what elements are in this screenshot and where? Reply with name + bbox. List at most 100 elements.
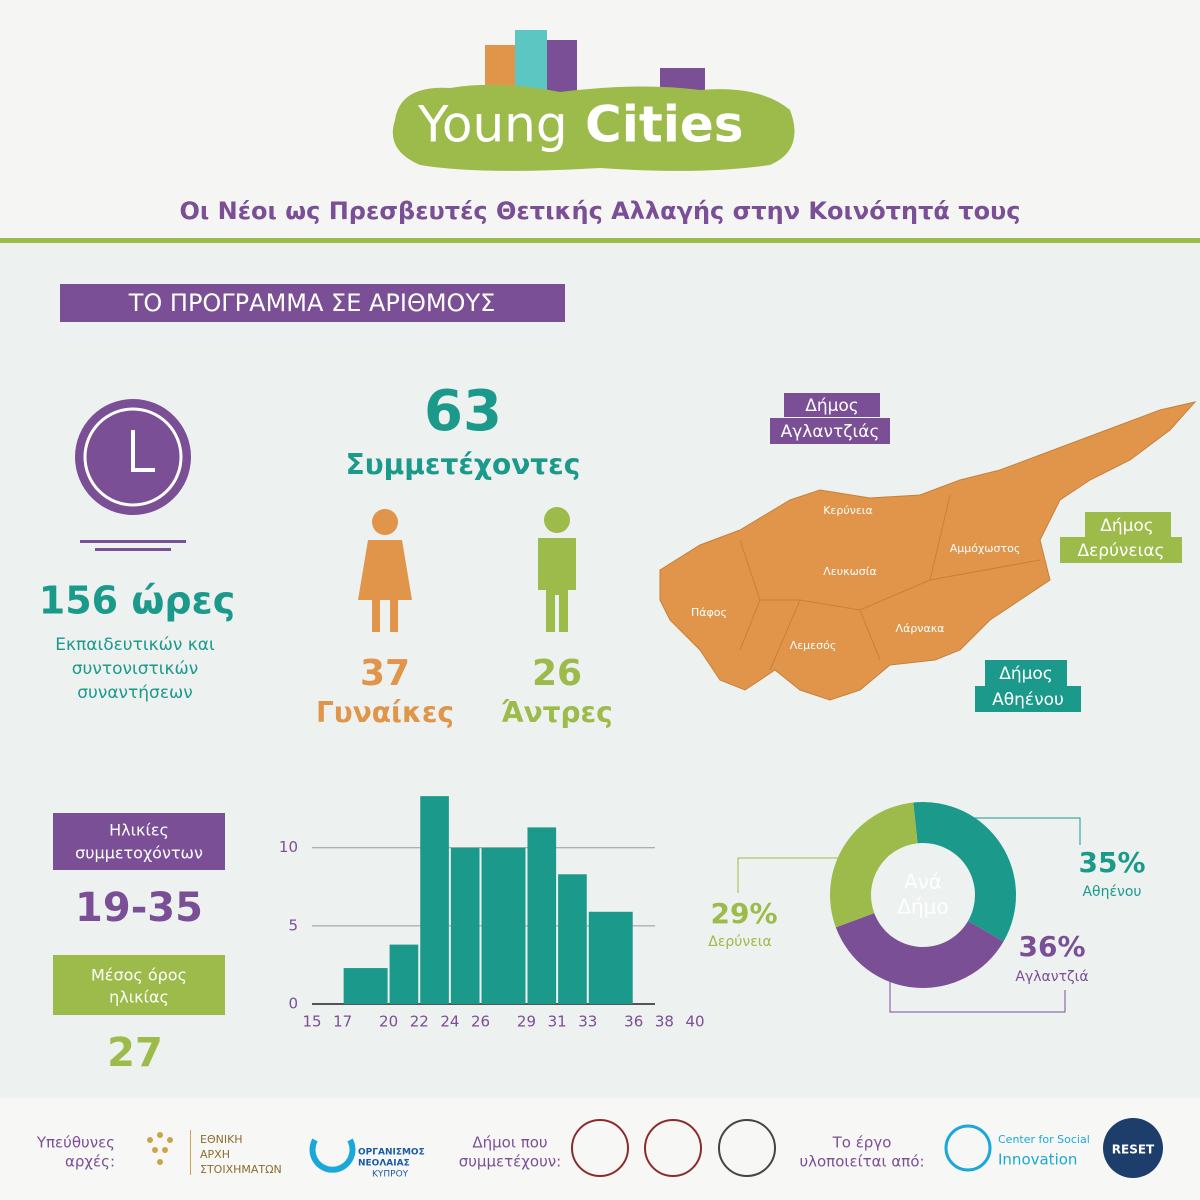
footer-org: ΝΕΟΛΑΙΑΣ <box>358 1159 410 1169</box>
district-borders <box>739 494 1041 671</box>
hours-desc: συντονιστικών <box>72 659 199 679</box>
municipality-tag: Δερύνειας <box>1077 541 1164 561</box>
footer-bg <box>0 1098 1200 1200</box>
category-label: Δερύνεια <box>708 934 772 950</box>
footer-org: Innovation <box>998 1151 1077 1169</box>
x-tick-label: 24 <box>440 1013 459 1031</box>
y-tick-label: 5 <box>288 916 298 934</box>
district-label: Πάφος <box>691 606 727 619</box>
women-label: Γυναίκες <box>316 696 454 729</box>
footer-label: Δήμοι που <box>472 1134 547 1152</box>
x-tick-label: 20 <box>379 1013 398 1031</box>
municipality-tag: Αθηένου <box>992 690 1064 710</box>
mean-age-bg <box>53 955 225 1015</box>
footer-label: συμμετέχουν: <box>459 1153 561 1171</box>
woman-icon <box>358 509 412 632</box>
cyprus-map <box>659 401 1197 701</box>
x-tick-label: 40 <box>685 1013 704 1031</box>
donut-slice <box>835 913 1004 988</box>
x-tick-label: 26 <box>471 1013 490 1031</box>
mean-age-label: ηλικίας <box>109 988 169 1007</box>
bar <box>481 847 526 1004</box>
tag-bg <box>1085 512 1171 538</box>
municipality-tag: Δήμος <box>805 396 859 416</box>
mean-age: 27 <box>107 1030 163 1076</box>
footer-org: RESET <box>1112 1143 1155 1157</box>
logo-young: Young <box>417 96 568 154</box>
district-label: Αμμόχωστος <box>950 542 1021 555</box>
footer-org: ΣΤΟΙΧΗΜΑΤΩΝ <box>200 1163 282 1176</box>
tag-bg <box>975 686 1081 712</box>
municipality-tag: Δήμος <box>1100 516 1154 536</box>
x-tick-label: 17 <box>333 1013 352 1031</box>
district-label: Λεμεσός <box>790 639 837 652</box>
participants-label: Συμμετέχοντες <box>346 448 581 481</box>
donut-slice <box>913 802 1016 942</box>
hours-desc: Εκπαιδευτικών και <box>55 635 215 655</box>
section-title: ΤΟ ΠΡΟΓΡΑΜΜΑ ΣΕ ΑΡΙΘΜΟΥΣ <box>128 289 496 317</box>
district-label: Κερύνεια <box>823 504 873 517</box>
category-label: Αθηένου <box>1082 884 1141 900</box>
y-tick-label: 10 <box>279 838 298 856</box>
mean-age-label: Μέσος όρος <box>91 966 187 985</box>
age-range-bg <box>53 813 225 870</box>
bar <box>450 847 480 1004</box>
district-label: Λευκωσία <box>823 565 876 578</box>
bar <box>588 911 633 1004</box>
subtitle: Οι Νέοι ως Πρεσβευτές Θετικής Αλλαγής στ… <box>180 197 1021 225</box>
footer-org: Center for Social <box>998 1133 1090 1146</box>
footer-label: αρχές: <box>65 1153 115 1171</box>
bar <box>527 827 557 1004</box>
age-range-label: Ηλικίες <box>109 821 169 840</box>
district-label: Λάρνακα <box>896 622 945 635</box>
tag-bg <box>784 393 880 417</box>
bar <box>558 874 587 1004</box>
x-tick-label: 15 <box>302 1013 321 1031</box>
x-tick-label: 31 <box>548 1013 567 1031</box>
municipality-logos <box>571 1119 776 1177</box>
man-icon <box>538 507 576 632</box>
men-label: Άντρες <box>501 696 613 729</box>
category-label: Αγλαντζιά <box>1015 969 1088 985</box>
csi-logo <box>944 1124 992 1172</box>
leader-line <box>960 817 1081 845</box>
municipality-tag: Αγλαντζιάς <box>781 422 880 442</box>
center-label: Ανά <box>904 870 942 894</box>
tag-bg <box>770 418 890 444</box>
leader-line <box>737 857 850 893</box>
center-label: Δήμο <box>897 895 948 919</box>
tag-bg <box>1060 537 1182 563</box>
hours-desc: συναντήσεων <box>77 683 193 703</box>
footer-org: ΕΘΝΙΚΗ <box>200 1133 243 1146</box>
municipality-tag: Δήμος <box>999 664 1053 684</box>
footer-org: ΑΡΧΗ <box>200 1148 230 1161</box>
bar <box>389 944 419 1004</box>
value-label: 36% <box>1018 930 1085 963</box>
footer-org: ΟΡΓΑΝΙΣΜΟΣ <box>358 1148 425 1158</box>
section-title-bg <box>60 284 565 322</box>
onek-logo <box>309 1138 356 1173</box>
footer-label: Το έργο <box>832 1134 892 1152</box>
x-tick-label: 33 <box>578 1013 597 1031</box>
donut-slice <box>830 802 918 928</box>
women-count: 37 <box>360 653 410 694</box>
footer-org: ΚΥΠΡΟΥ <box>372 1170 409 1180</box>
men-count: 26 <box>532 653 582 694</box>
x-tick-label: 22 <box>410 1013 429 1031</box>
reset-logo <box>1103 1118 1163 1178</box>
footer-label: Υπεύθυνες <box>36 1134 115 1152</box>
tag-bg <box>985 660 1067 686</box>
eas-logo <box>147 1130 191 1175</box>
leader-line <box>889 960 1066 1013</box>
header-rule <box>0 238 1200 243</box>
age-range-label: συμμετοχόντων <box>75 844 203 863</box>
y-tick-label: 0 <box>288 995 298 1013</box>
x-tick-label: 36 <box>624 1013 643 1031</box>
bar <box>343 968 388 1004</box>
age-range: 19-35 <box>75 885 203 931</box>
hours-value: 156 ώρες <box>39 579 235 623</box>
bar <box>420 796 449 1004</box>
x-tick-label: 29 <box>517 1013 536 1031</box>
x-tick-label: 38 <box>655 1013 674 1031</box>
